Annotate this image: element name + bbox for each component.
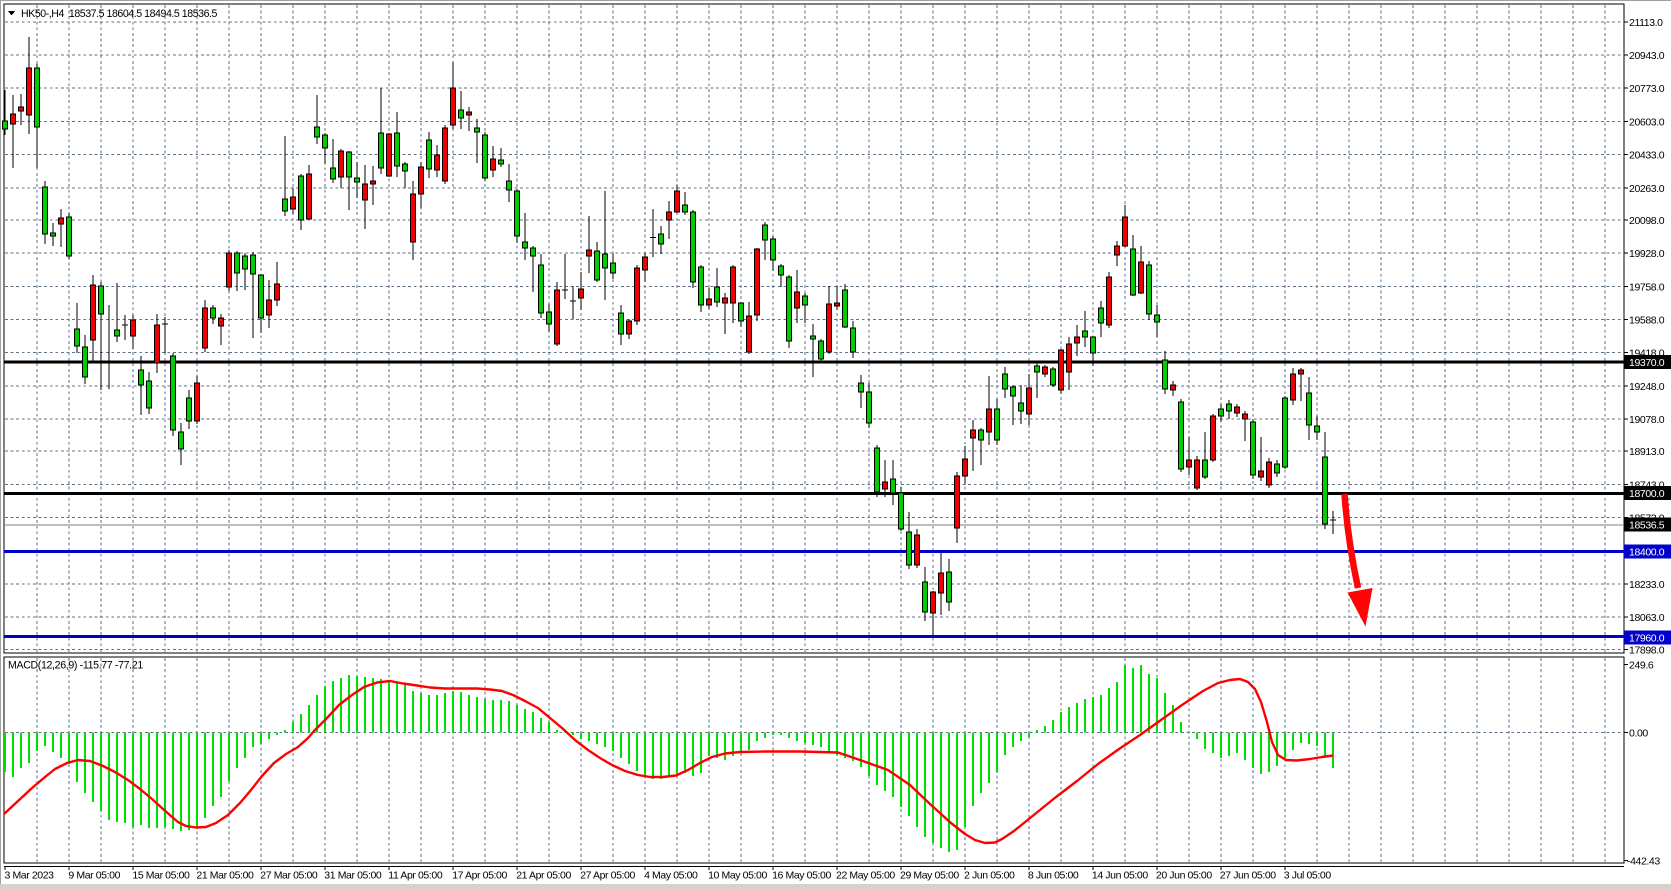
svg-text:22 May 05:00: 22 May 05:00 <box>836 870 895 882</box>
svg-text:27 Mar 05:00: 27 Mar 05:00 <box>260 870 318 882</box>
svg-text:2 Jun 05:00: 2 Jun 05:00 <box>964 870 1015 882</box>
svg-text:19588.0: 19588.0 <box>1629 315 1665 327</box>
svg-text:19418.0: 19418.0 <box>1629 348 1665 360</box>
svg-text:19370.0: 19370.0 <box>1629 357 1665 369</box>
svg-text:10 May 05:00: 10 May 05:00 <box>708 870 767 882</box>
svg-text:14 Jun 05:00: 14 Jun 05:00 <box>1092 870 1148 882</box>
svg-text:18913.0: 18913.0 <box>1629 446 1665 458</box>
svg-text:0.00: 0.00 <box>1629 728 1648 740</box>
svg-text:20433.0: 20433.0 <box>1629 150 1665 162</box>
svg-text:31 Mar 05:00: 31 Mar 05:00 <box>324 870 382 882</box>
svg-text:19248.0: 19248.0 <box>1629 381 1665 393</box>
svg-text:3 Jul 05:00: 3 Jul 05:00 <box>1284 870 1332 882</box>
svg-text:21 Mar 05:00: 21 Mar 05:00 <box>196 870 254 882</box>
svg-text:4 May 05:00: 4 May 05:00 <box>644 870 698 882</box>
svg-text:-442.43: -442.43 <box>1627 856 1660 868</box>
svg-text:16 May 05:00: 16 May 05:00 <box>772 870 831 882</box>
svg-text:20943.0: 20943.0 <box>1629 50 1665 62</box>
svg-text:20098.0: 20098.0 <box>1629 215 1665 227</box>
svg-text:29 May 05:00: 29 May 05:00 <box>900 870 959 882</box>
svg-text:19758.0: 19758.0 <box>1629 281 1665 293</box>
svg-text:11 Apr 05:00: 11 Apr 05:00 <box>388 870 443 882</box>
svg-text:21 Apr 05:00: 21 Apr 05:00 <box>516 870 571 882</box>
svg-text:17960.0: 17960.0 <box>1629 632 1665 644</box>
svg-text:18700.0: 18700.0 <box>1629 488 1665 500</box>
svg-text:MACD(12,26,9) -115.77 -77.21: MACD(12,26,9) -115.77 -77.21 <box>8 660 143 672</box>
svg-text:21113.0: 21113.0 <box>1629 17 1663 29</box>
svg-text:18573.0: 18573.0 <box>1629 513 1665 525</box>
svg-text:20 Jun 05:00: 20 Jun 05:00 <box>1156 870 1212 882</box>
svg-text:8 Jun 05:00: 8 Jun 05:00 <box>1028 870 1079 882</box>
svg-text:18400.0: 18400.0 <box>1629 546 1665 558</box>
svg-text:20773.0: 20773.0 <box>1629 83 1665 95</box>
svg-text:27 Jun 05:00: 27 Jun 05:00 <box>1220 870 1276 882</box>
svg-text:17898.0: 17898.0 <box>1629 644 1665 656</box>
svg-text:19078.0: 19078.0 <box>1629 414 1665 426</box>
svg-text:18743.0: 18743.0 <box>1629 479 1665 491</box>
svg-text:HK50-,H4 18537.5 18604.5 1849: HK50-,H4 18537.5 18604.5 18494.5 18536.5 <box>21 8 218 20</box>
svg-text:15 Mar 05:00: 15 Mar 05:00 <box>132 870 190 882</box>
svg-text:3 Mar 2023: 3 Mar 2023 <box>5 870 55 882</box>
svg-text:20263.0: 20263.0 <box>1629 183 1665 195</box>
svg-text:18063.0: 18063.0 <box>1629 612 1665 624</box>
svg-text:9 Mar 05:00: 9 Mar 05:00 <box>68 870 120 882</box>
svg-text:20603.0: 20603.0 <box>1629 117 1665 129</box>
svg-text:27 Apr 05:00: 27 Apr 05:00 <box>580 870 635 882</box>
svg-text:249.6: 249.6 <box>1629 660 1654 672</box>
svg-text:17 Apr 05:00: 17 Apr 05:00 <box>452 870 507 882</box>
svg-text:19928.0: 19928.0 <box>1629 248 1665 260</box>
svg-text:18233.0: 18233.0 <box>1629 579 1665 591</box>
svg-text:18536.5: 18536.5 <box>1629 520 1665 532</box>
